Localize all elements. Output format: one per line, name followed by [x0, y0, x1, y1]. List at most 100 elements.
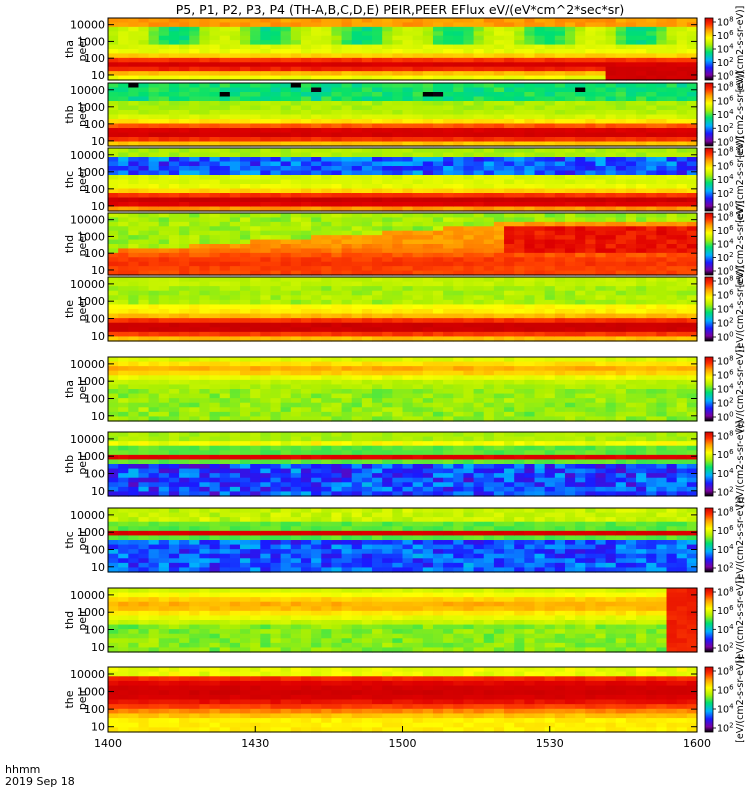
spectrogram-cell [331, 26, 343, 32]
spectrogram-cell [605, 206, 617, 212]
spectrogram-cell [646, 123, 657, 129]
spectrogram-cell [504, 304, 515, 310]
spectrogram-cell [524, 110, 536, 116]
spectrogram-cell [646, 132, 657, 138]
spectrogram-cell [615, 230, 627, 236]
spectrogram-cell [351, 123, 363, 129]
spectrogram-cell [504, 152, 515, 158]
spectrogram-cell [290, 96, 302, 102]
spectrogram-cell [189, 361, 200, 367]
spectrogram-cell [199, 206, 211, 212]
spectrogram-cell [493, 266, 505, 272]
spectrogram-cell [189, 35, 200, 41]
spectrogram-cell [158, 123, 170, 129]
spectrogram-cell [564, 299, 576, 306]
spectrogram-cell [666, 290, 678, 296]
spectrogram-cell [250, 304, 261, 310]
spectrogram-cell [656, 398, 668, 404]
spectrogram-cell [646, 137, 657, 143]
spectrogram-cell [595, 261, 607, 267]
spectrogram-cell [199, 244, 211, 250]
spectrogram-cell [625, 66, 637, 72]
spectrogram-cell [595, 105, 607, 111]
spectrogram-cell [138, 193, 150, 199]
spectrogram-cell [656, 217, 668, 223]
spectrogram-cell [270, 407, 282, 413]
spectrogram-cell [361, 327, 373, 333]
spectrogram-cell [290, 304, 302, 310]
spectrogram-cell [189, 123, 200, 129]
spectrogram-cell [118, 170, 129, 176]
spectrogram-cell [463, 248, 475, 254]
spectrogram-cell [382, 366, 393, 372]
spectrogram-cell [341, 105, 353, 111]
spectrogram-cell [118, 114, 129, 120]
spectrogram-cell [341, 22, 353, 28]
spectrogram-cell [300, 309, 312, 315]
spectrogram-cell [331, 202, 343, 208]
spectrogram-cell [534, 213, 546, 219]
spectrogram-cell [128, 221, 140, 227]
spectrogram-cell [666, 277, 678, 283]
spectrogram-cell [382, 290, 393, 296]
spectrogram-cell [422, 309, 434, 315]
spectrogram-cell [463, 230, 475, 236]
spectrogram-cell [605, 393, 617, 399]
spectrogram-cell [250, 402, 261, 408]
spectrogram-cell [331, 66, 343, 72]
spectrogram-cell [514, 119, 525, 125]
spectrogram-cell [504, 175, 515, 181]
spectrogram-cell [676, 226, 688, 232]
spectrogram-cell [128, 166, 140, 172]
spectrogram-cell [676, 75, 688, 81]
spectrogram-cell [615, 53, 627, 59]
spectrogram-cell [290, 398, 302, 404]
spectrogram-cell [504, 248, 515, 254]
spectrogram-cells [108, 18, 698, 81]
spectrogram-cell [229, 313, 241, 319]
spectrogram-cell [524, 44, 536, 50]
spectrogram-cell [108, 384, 119, 390]
spectrogram-cell [636, 31, 647, 37]
spectrogram-cell [666, 322, 678, 328]
spectrogram-cell [341, 226, 353, 232]
spectrogram-cell [544, 327, 556, 333]
spectrogram-cell [219, 26, 231, 32]
spectrogram-cell [534, 71, 546, 77]
spectrogram-cell [524, 132, 536, 138]
spectrogram-cell [625, 87, 637, 93]
spectrogram-cell [250, 75, 261, 81]
spectrogram-cell [179, 248, 190, 254]
spectrogram-cell [250, 26, 261, 32]
spectrogram-cell [534, 361, 546, 367]
spectrogram-cell [260, 166, 272, 172]
spectrogram-cell [676, 336, 688, 342]
spectrogram-cell [311, 379, 322, 386]
spectrogram-cell [229, 398, 241, 404]
spectrogram-cell [686, 322, 698, 328]
spectrogram-cell [118, 62, 129, 68]
spectrogram-cell [331, 83, 343, 89]
spectrogram-cell [443, 110, 454, 116]
spectrogram-cell [361, 197, 373, 203]
spectrogram-cell [250, 206, 261, 212]
spectrogram-cell [260, 157, 272, 163]
spectrogram-cell [138, 217, 150, 223]
spectrogram-cell [534, 286, 546, 292]
spectrogram-cell [311, 366, 322, 372]
spectrogram-cell [443, 226, 454, 232]
spectrogram-cell [544, 416, 556, 422]
spectrogram-cell [280, 128, 292, 134]
spectrogram-cell [179, 193, 190, 199]
spectrogram-cell [341, 40, 353, 46]
spectrogram-cell [300, 290, 312, 296]
spectrogram-cell [463, 71, 475, 77]
spectrogram-cell [412, 35, 424, 41]
spectrogram-cell [351, 281, 363, 287]
spectrogram-cell [229, 96, 241, 102]
spectrogram-cell [108, 71, 119, 77]
spectrogram-cell [300, 270, 312, 276]
spectrogram-cell [280, 309, 292, 315]
spectrogram-cell [229, 248, 241, 254]
spectrogram-cell [544, 26, 556, 32]
